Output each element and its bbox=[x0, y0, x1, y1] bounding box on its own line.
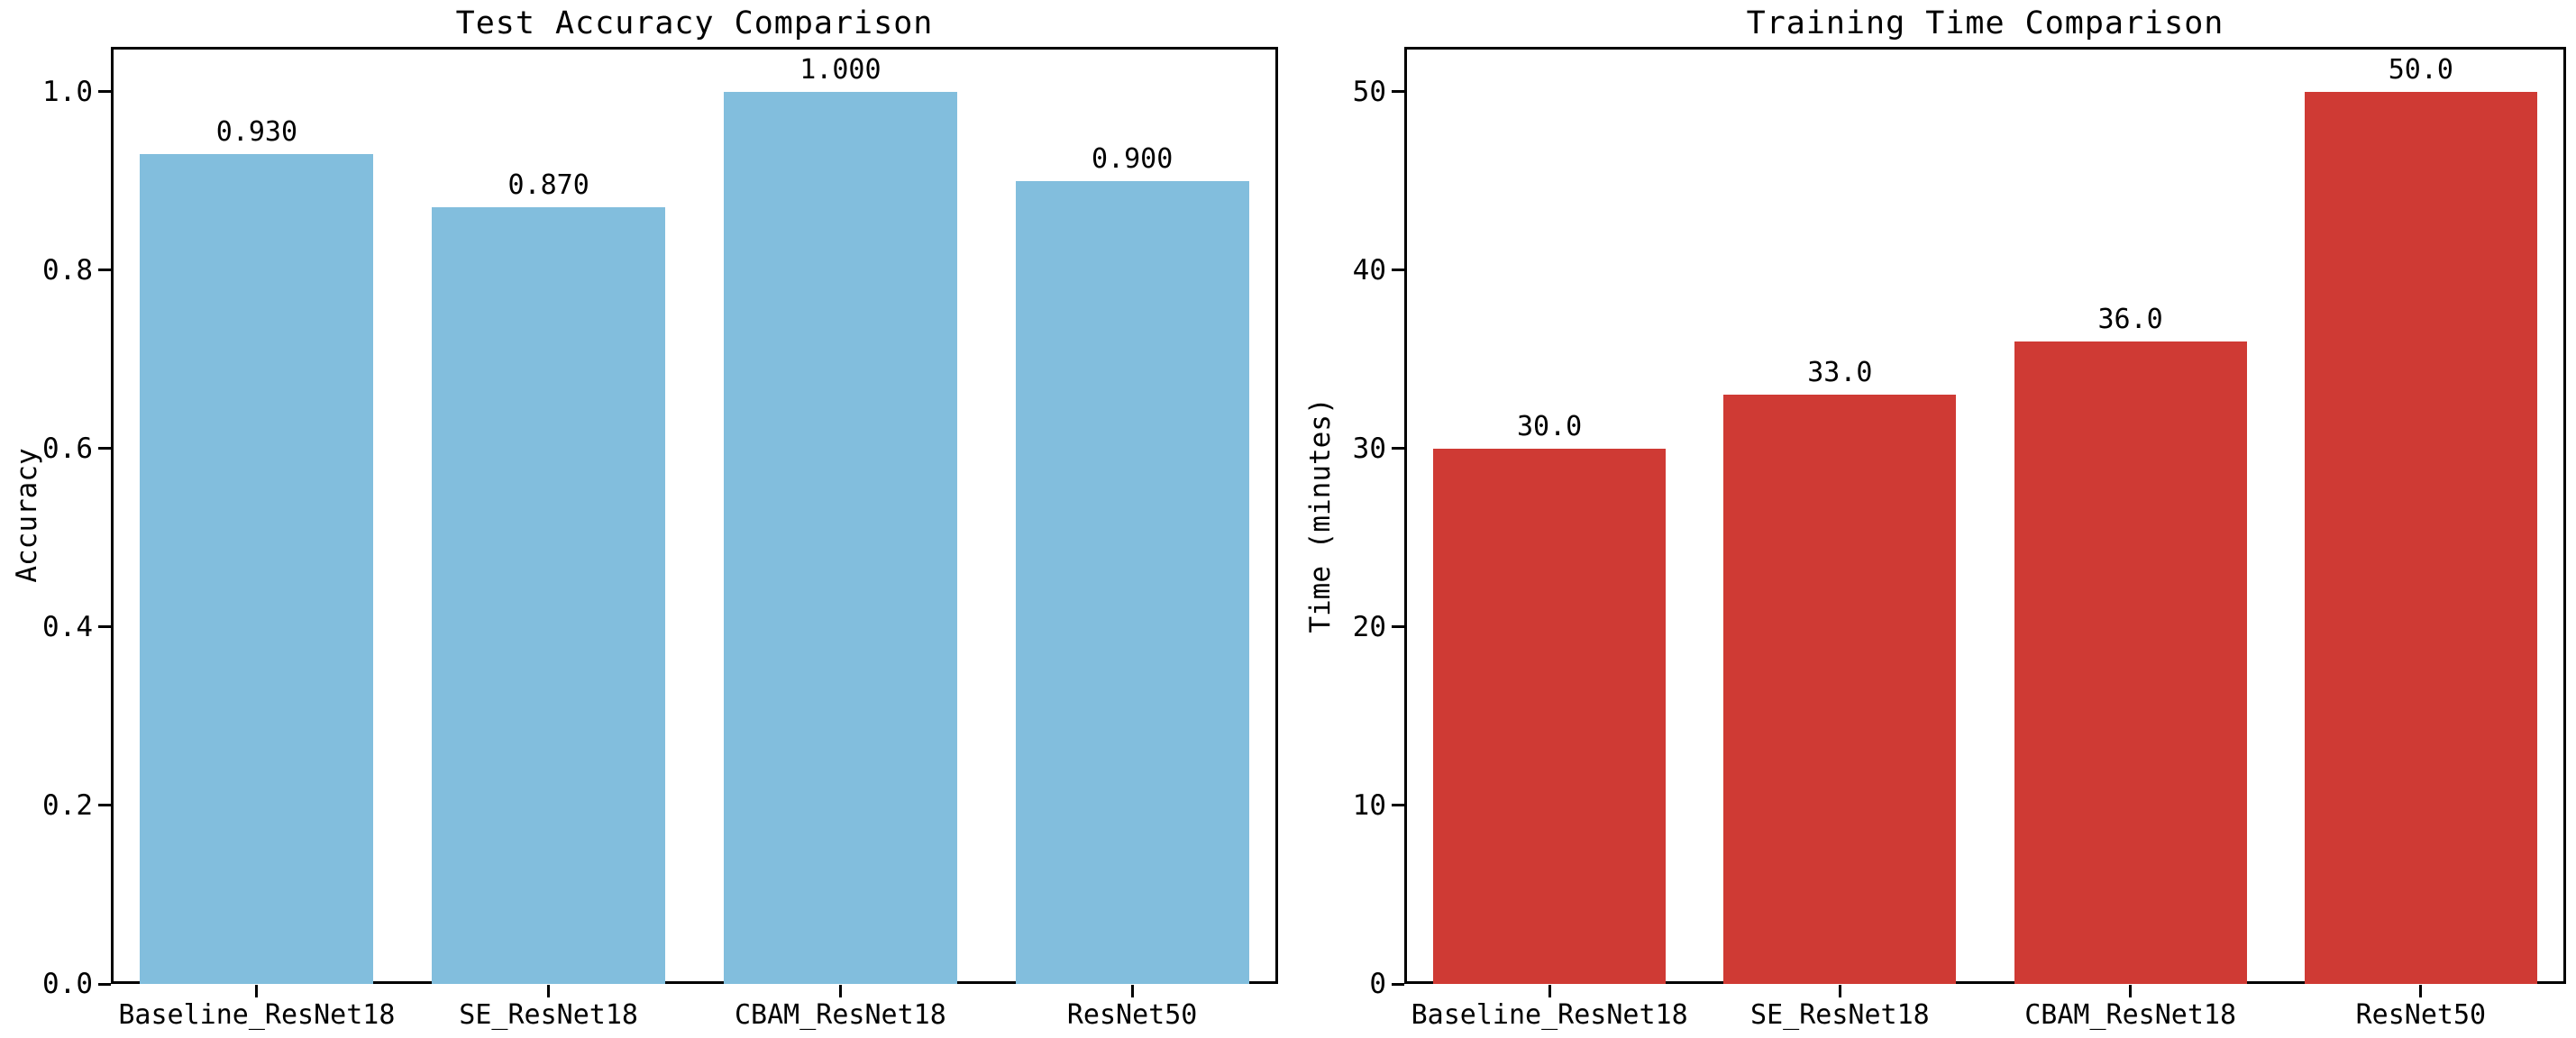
y-tick-label: 0.8 bbox=[42, 253, 93, 287]
x-tick-label: SE_ResNet18 bbox=[459, 999, 638, 1031]
y-tick-mark bbox=[1392, 269, 1404, 272]
y-tick-mark bbox=[1392, 804, 1404, 807]
chart-title: Test Accuracy Comparison bbox=[455, 5, 934, 41]
bar bbox=[2304, 91, 2537, 984]
x-tick-mark bbox=[1548, 985, 1551, 997]
bar-value-label: 50.0 bbox=[2388, 53, 2453, 86]
bar-value-label: 1.000 bbox=[799, 53, 882, 86]
bar bbox=[1433, 448, 1667, 984]
y-tick-label: 20 bbox=[1352, 610, 1386, 643]
x-tick-label: SE_ResNet18 bbox=[1750, 999, 1930, 1031]
bar bbox=[1015, 180, 1249, 984]
y-tick-label: 0 bbox=[1369, 968, 1386, 1000]
bar-value-label: 33.0 bbox=[1807, 357, 1873, 389]
y-tick-label: 30 bbox=[1352, 432, 1386, 465]
y-tick-mark bbox=[98, 804, 111, 807]
y-tick-mark bbox=[1392, 447, 1404, 451]
x-tick-mark bbox=[2419, 985, 2423, 997]
x-tick-mark bbox=[547, 985, 551, 997]
y-tick-mark bbox=[98, 447, 111, 451]
chart-title: Training Time Comparison bbox=[1746, 5, 2224, 41]
y-tick-mark bbox=[98, 625, 111, 629]
bar-value-label: 0.930 bbox=[215, 115, 298, 148]
x-tick-label: CBAM_ResNet18 bbox=[734, 999, 946, 1031]
y-axis-label: Time (minutes) bbox=[1304, 397, 1337, 633]
x-tick-mark bbox=[1838, 985, 1841, 997]
y-tick-label: 1.0 bbox=[42, 75, 93, 108]
y-tick-label: 0.0 bbox=[42, 968, 93, 1000]
x-tick-mark bbox=[1130, 985, 1134, 997]
y-tick-mark bbox=[1392, 90, 1404, 94]
y-tick-label: 10 bbox=[1352, 788, 1386, 822]
y-tick-mark bbox=[1392, 625, 1404, 629]
x-tick-mark bbox=[255, 985, 259, 997]
bar bbox=[1723, 395, 1957, 984]
x-tick-label: ResNet50 bbox=[1066, 999, 1198, 1031]
x-tick-label: Baseline_ResNet18 bbox=[1411, 999, 1688, 1031]
x-tick-label: CBAM_ResNet18 bbox=[2024, 999, 2237, 1031]
y-tick-mark bbox=[98, 982, 111, 986]
x-tick-mark bbox=[2129, 985, 2133, 997]
x-tick-mark bbox=[838, 985, 842, 997]
y-tick-label: 40 bbox=[1352, 253, 1386, 287]
y-tick-mark bbox=[98, 269, 111, 272]
y-tick-label: 50 bbox=[1352, 75, 1386, 108]
bar bbox=[2014, 341, 2247, 984]
y-tick-label: 0.2 bbox=[42, 788, 93, 822]
y-tick-label: 0.6 bbox=[42, 432, 93, 465]
x-tick-label: ResNet50 bbox=[2355, 999, 2487, 1031]
y-tick-mark bbox=[1392, 982, 1404, 986]
bar-value-label: 30.0 bbox=[1517, 410, 1583, 442]
bar-value-label: 0.900 bbox=[1091, 142, 1174, 175]
bar-value-label: 0.870 bbox=[507, 169, 589, 202]
bar bbox=[723, 91, 957, 984]
bar bbox=[140, 153, 374, 984]
bar-value-label: 36.0 bbox=[2097, 303, 2163, 335]
y-tick-mark bbox=[98, 90, 111, 94]
x-tick-label: Baseline_ResNet18 bbox=[118, 999, 396, 1031]
y-tick-label: 0.4 bbox=[42, 610, 93, 643]
bar bbox=[432, 207, 666, 984]
